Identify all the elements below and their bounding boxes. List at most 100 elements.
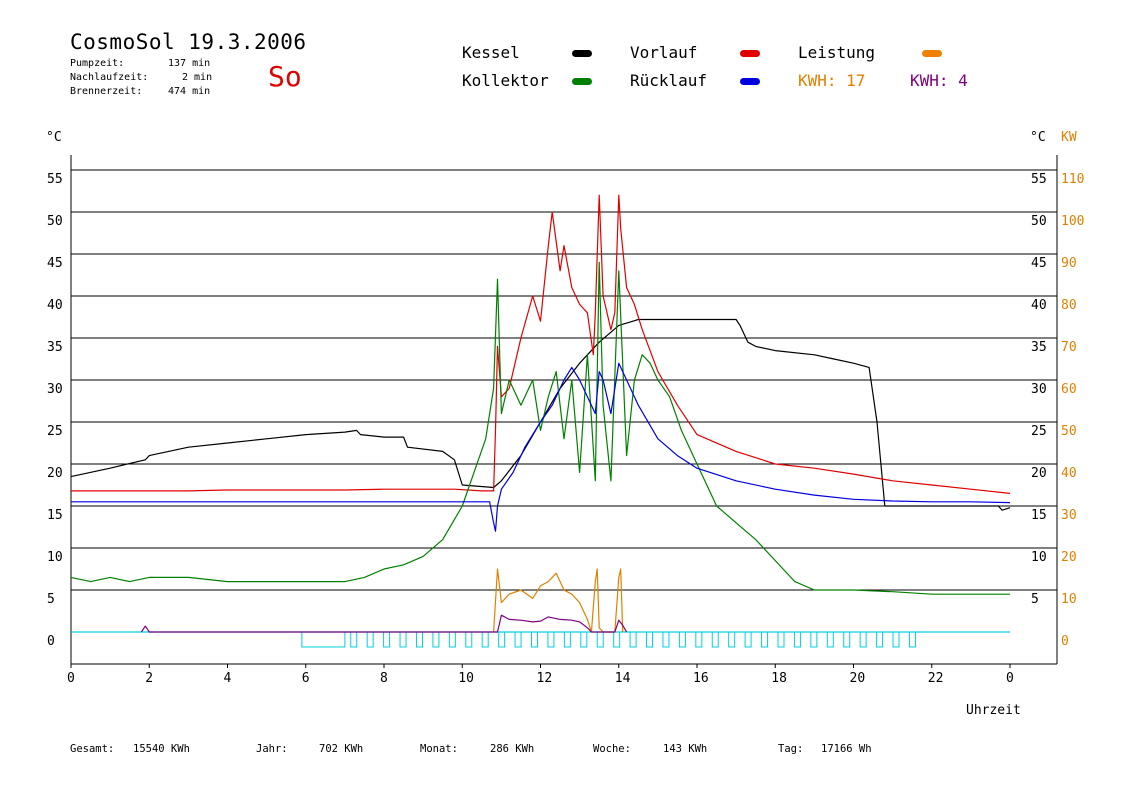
- day-of-week: So: [268, 60, 302, 93]
- pump-run-box: [301, 631, 346, 648]
- stat-pumpzeit-label: Pumpzeit:: [70, 58, 125, 69]
- series-line-kollektor: [70, 261, 1010, 595]
- series-line-leistung: [493, 568, 624, 633]
- y-axis-left-unit: °C: [46, 130, 62, 145]
- pump-run-box: [514, 631, 522, 648]
- footer-jahr-label: Jahr:: [256, 743, 288, 755]
- pump-run-box: [531, 631, 539, 648]
- y-tick-kw: 0: [1061, 634, 1069, 649]
- y-tick-right: 45: [1031, 256, 1047, 271]
- x-tick-label: 14: [615, 671, 631, 686]
- stat-nachlaufzeit-label: Nachlaufzeit:: [70, 72, 149, 83]
- stat-pumpzeit-value: 137 min: [168, 58, 211, 69]
- pump-run-box: [613, 631, 621, 648]
- y-tick-left: 25: [47, 424, 63, 439]
- x-tick-label: 16: [693, 671, 709, 686]
- pump-run-box: [826, 631, 834, 648]
- footer-monat-label: Monat:: [420, 743, 458, 755]
- pump-run-box: [662, 631, 670, 648]
- legend-kessel-label: Kessel: [462, 43, 520, 62]
- x-tick-label: 0: [1006, 671, 1014, 686]
- footer-gesamt-label: Gesamt:: [70, 743, 115, 755]
- y-tick-kw: 110: [1061, 172, 1084, 187]
- y-axis-kw-unit: KW: [1061, 130, 1077, 145]
- pump-run-box: [629, 631, 637, 648]
- y-tick-right: 20: [1031, 466, 1047, 481]
- legend-kwh-total: KWH: 17: [798, 71, 866, 90]
- pump-run-box: [793, 631, 801, 648]
- series-line-kwh: [140, 614, 628, 633]
- legend-kessel-swatch: [572, 50, 592, 57]
- legend-vorlauf-swatch: [740, 50, 760, 57]
- footer-jahr-value: 702 KWh: [319, 743, 364, 755]
- pump-run-box: [728, 631, 736, 648]
- y-tick-right: 10: [1031, 550, 1047, 565]
- y-tick-right: 55: [1031, 172, 1047, 187]
- x-tick-label: 10: [458, 671, 474, 686]
- y-tick-kw: 100: [1061, 214, 1084, 229]
- pump-run-box: [908, 631, 916, 648]
- x-axis-label: Uhrzeit: [966, 703, 1021, 718]
- y-tick-kw: 30: [1061, 508, 1077, 523]
- footer-gesamt-value: 15540 KWh: [133, 743, 190, 755]
- pump-run-box: [876, 631, 884, 648]
- y-tick-kw: 20: [1061, 550, 1077, 565]
- pump-run-box: [547, 631, 555, 648]
- y-tick-left: 0: [47, 634, 55, 649]
- legend-ruecklauf-swatch: [740, 78, 760, 85]
- pump-run-box: [448, 631, 456, 648]
- y-tick-kw: 50: [1061, 424, 1077, 439]
- y-tick-kw: 10: [1061, 592, 1077, 607]
- y-tick-left: 30: [47, 382, 63, 397]
- legend-ruecklauf-label: Rücklauf: [630, 71, 708, 90]
- x-tick-label: 6: [302, 671, 310, 686]
- pump-run-box: [695, 631, 703, 648]
- legend-vorlauf-label: Vorlauf: [630, 43, 698, 62]
- y-tick-left: 50: [47, 214, 63, 229]
- pump-run-box: [383, 631, 391, 648]
- y-tick-kw: 80: [1061, 298, 1077, 313]
- footer-woche-value: 143 KWh: [663, 743, 708, 755]
- pump-run-box: [678, 631, 686, 648]
- y-tick-right: 5: [1031, 592, 1039, 607]
- x-tick-label: 22: [928, 671, 944, 686]
- series-line-rcklauf: [71, 362, 1011, 532]
- x-tick-label: 12: [537, 671, 553, 686]
- y-tick-right: 35: [1031, 340, 1047, 355]
- x-tick-label: 18: [771, 671, 787, 686]
- y-tick-left: 15: [47, 508, 63, 523]
- y-tick-left: 35: [47, 340, 63, 355]
- footer-tag-value: 17166 Wh: [821, 743, 872, 755]
- y-axis-right-unit: °C: [1030, 130, 1046, 145]
- x-tick-label: 4: [224, 671, 232, 686]
- pump-run-box: [498, 631, 506, 648]
- y-tick-right: 40: [1031, 298, 1047, 313]
- footer-woche-label: Woche:: [593, 743, 631, 755]
- y-tick-right: 25: [1031, 424, 1047, 439]
- y-tick-right: 50: [1031, 214, 1047, 229]
- pump-run-box: [350, 631, 358, 648]
- footer-monat-value: 286 KWh: [490, 743, 535, 755]
- pump-run-box: [892, 631, 900, 648]
- y-tick-left: 55: [47, 172, 63, 187]
- x-tick-label: 20: [850, 671, 866, 686]
- y-tick-left: 5: [47, 592, 55, 607]
- pump-run-box: [711, 631, 719, 648]
- pump-run-box: [580, 631, 588, 648]
- pump-run-box: [843, 631, 851, 648]
- pump-run-box: [415, 631, 423, 648]
- pump-run-box: [744, 631, 752, 648]
- series-line-kessel: [70, 318, 1011, 511]
- x-tick-label: 2: [145, 671, 153, 686]
- y-tick-left: 45: [47, 256, 63, 271]
- y-tick-kw: 70: [1061, 340, 1077, 355]
- pump-run-box: [646, 631, 654, 648]
- y-tick-right: 30: [1031, 382, 1047, 397]
- legend-kollektor-label: Kollektor: [462, 71, 549, 90]
- y-tick-left: 40: [47, 298, 63, 313]
- pump-run-box: [777, 631, 785, 648]
- legend-leistung-swatch: [922, 50, 942, 57]
- pump-run-box: [859, 631, 867, 648]
- legend-leistung-label: Leistung: [798, 43, 876, 62]
- x-tick-label: 8: [380, 671, 388, 686]
